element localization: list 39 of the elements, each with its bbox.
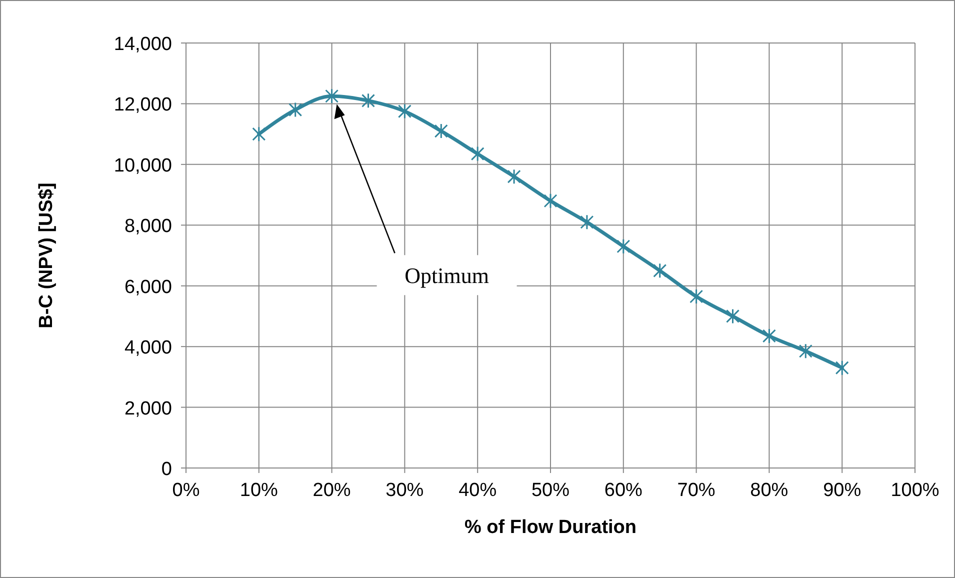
point [653, 262, 667, 278]
point [580, 214, 594, 230]
point [507, 168, 521, 184]
x-tick-label: 0% [172, 480, 200, 501]
point [762, 328, 776, 344]
x-tick-label: 30% [386, 480, 424, 501]
x-tick-label: 100% [890, 480, 940, 501]
x-tick-label: 50% [531, 480, 570, 501]
point [398, 104, 412, 120]
y-tick-label: 6,000 [124, 276, 172, 298]
x-tick-label: 60% [604, 480, 643, 501]
point [434, 123, 448, 139]
point [470, 146, 484, 162]
y-axis-title: B-C (NPV) [US$] [36, 182, 57, 328]
x-axis-title: % of Flow Duration [464, 517, 637, 538]
y-tick-label: 2,000 [124, 398, 172, 420]
point [252, 126, 266, 142]
point [690, 288, 704, 304]
point [362, 92, 375, 108]
point [798, 343, 812, 359]
y-tick-label: 14,000 [114, 34, 172, 55]
y-tick-label: 10,000 [114, 155, 172, 176]
x-tick-label: 80% [750, 480, 788, 501]
y-tick-label: 8,000 [124, 216, 172, 238]
y-tick-label: 0 [161, 459, 172, 480]
point [325, 88, 339, 104]
x-tick-label: 70% [677, 480, 716, 501]
point [835, 360, 849, 376]
x-tick-label: 20% [312, 480, 351, 501]
annotation: Optimum [404, 263, 489, 288]
y-tick-label: 4,000 [124, 338, 172, 359]
y-tick-label: 12,000 [114, 94, 172, 116]
x-tick-label: 10% [240, 480, 278, 501]
point [616, 238, 630, 254]
point [288, 102, 302, 118]
point [726, 308, 740, 324]
x-tick-label: 40% [458, 480, 497, 501]
x-tick-label: 90% [823, 480, 862, 501]
point [544, 193, 558, 209]
